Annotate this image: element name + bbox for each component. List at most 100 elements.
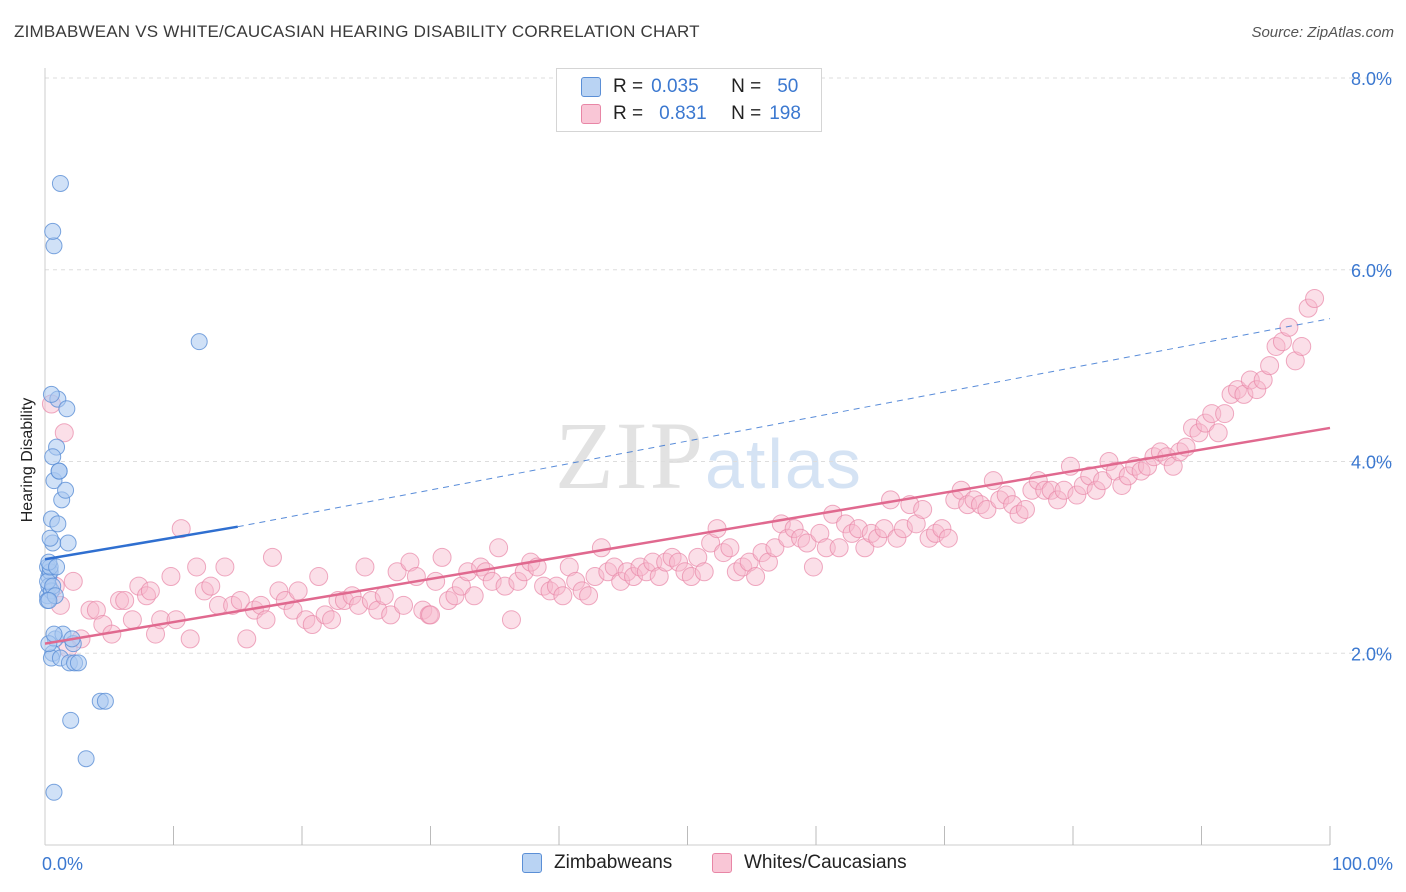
white-caucasian-point [288,581,308,601]
white-caucasian-points [41,289,1325,658]
x-tick-label: 100.0% [1332,854,1393,874]
zimbabwean-point [45,783,63,801]
white-caucasian-point [110,591,130,611]
legend-swatch-pink [581,104,601,124]
white-caucasian-point [426,571,446,591]
white-caucasian-point [1015,499,1035,519]
white-caucasian-point [451,576,471,596]
legend-r-value: 0.831 [659,103,707,124]
white-caucasian-point [115,591,135,611]
bottom-legend-zimbabweans: Zimbabweans [522,852,672,874]
white-caucasian-point [201,576,221,596]
white-caucasian-point [874,519,894,539]
white-caucasian-point [1118,466,1138,486]
legend-row-whites: R = 0.831 N = 198 [581,102,801,126]
white-caucasian-point [361,591,381,611]
y-tick-label: 6.0% [1351,261,1392,281]
legend-r-value: 0.035 [651,76,699,97]
white-caucasian-point [129,576,149,596]
white-caucasian-point [1279,317,1299,337]
white-caucasian-point [906,514,926,534]
white-caucasian-point [611,571,631,591]
white-caucasian-point [681,567,701,587]
zimbabwean-point [51,174,69,192]
legend-row-zimbabweans: R = 0.035 N = 50 [581,75,798,99]
white-caucasian-point [171,519,191,539]
white-caucasian-point [400,552,420,572]
white-caucasian-point [1080,466,1100,486]
zimbabwean-point [48,558,66,576]
white-caucasian-point [215,557,235,577]
white-caucasian-point [1285,351,1305,371]
white-caucasian-point [893,519,913,539]
white-caucasian-point [355,557,375,577]
white-caucasian-point [848,519,868,539]
zimbabwean-point [77,750,95,768]
axes [44,68,1331,846]
zimbabwean-point [96,692,114,710]
source-label: Source: ZipAtlas.com [1251,24,1394,41]
tick-labels: 2.0% 4.0% 6.0% 8.0% 0.0% 100.0% [42,69,1393,874]
white-caucasian-point [938,528,958,548]
white-caucasian-point [122,610,142,630]
trend-lines [44,318,1331,645]
zimbabwean-points [39,174,208,801]
white-caucasian-point [604,557,624,577]
white-caucasian-point [585,567,605,587]
watermark-atlas: atlas [705,425,863,503]
zimbabwean-point [59,534,77,552]
white-caucasian-point [752,543,772,563]
zimbabwean-point [45,625,63,643]
white-caucasian-point [1048,490,1068,510]
white-caucasian-point [309,567,329,587]
white-caucasian-point [1260,356,1280,376]
white-caucasian-point [1234,384,1254,404]
legend-r-label: R = [613,76,644,97]
white-caucasian-point [977,499,997,519]
white-caucasian-point [489,538,509,558]
white-caucasian-point [349,595,369,615]
white-caucasian-point [983,471,1003,491]
white-caucasian-point [508,571,528,591]
white-caucasian-point [887,528,907,548]
white-caucasian-point [784,519,804,539]
watermark: ZIPatlas [555,400,863,511]
grid-lines [45,77,1392,654]
white-caucasian-point [140,581,160,601]
zimbabwean-point [44,448,62,466]
white-caucasian-point [1067,485,1087,505]
zimbabwean-point [40,592,58,610]
white-caucasian-point [230,591,250,611]
white-caucasian-point [1112,475,1132,495]
white-caucasian-point [1305,289,1325,309]
chart-title: ZIMBABWEAN VS WHITE/CAUCASIAN HEARING DI… [14,22,700,41]
zimbabwean-trend-line [44,525,238,561]
white-caucasian-point [1093,471,1113,491]
white-caucasian-point [80,600,100,620]
white-caucasian-point [739,552,759,572]
white-caucasian-point [161,567,181,587]
white-caucasian-point [387,562,407,582]
legend-n-label: N = [731,76,762,97]
white-caucasian-point [803,557,823,577]
white-caucasian-point [688,547,708,567]
zimbabwean-trend-extension [237,318,1331,528]
legend-swatch-blue [581,77,601,97]
white-caucasian-point [1272,332,1292,352]
white-caucasian-point [86,600,106,620]
bottom-legend-swatch-blue [522,853,542,873]
correlation-legend: R = 0.035 N = 50 R = 0.831 N = 198 [556,68,822,132]
white-caucasian-point [797,533,817,553]
white-caucasian-point [381,605,401,625]
white-caucasian-point [579,586,599,606]
white-caucasian-point [996,485,1016,505]
white-caucasian-point [546,576,566,596]
white-caucasian-point [1215,404,1235,424]
white-caucasian-point [694,562,714,582]
legend-n-label: N = [731,103,762,124]
white-caucasian-point [445,586,465,606]
x-tick-label: 0.0% [42,854,83,874]
white-caucasian-point [1003,495,1023,515]
white-caucasian-point [559,557,579,577]
